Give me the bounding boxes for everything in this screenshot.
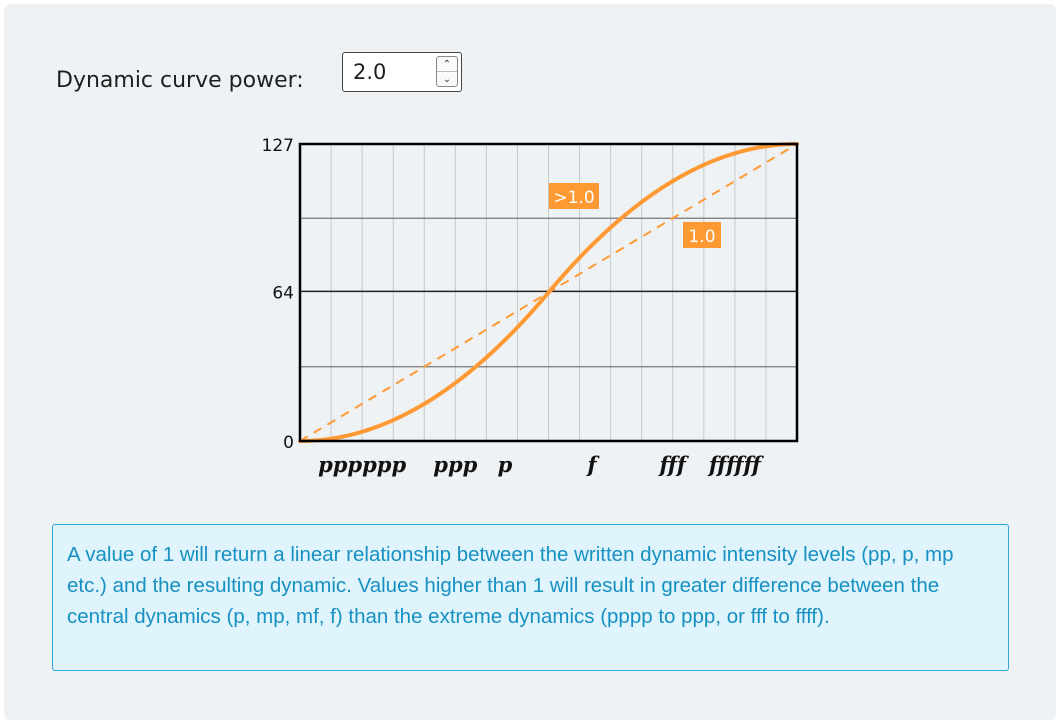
chart-series <box>298 142 799 443</box>
x-tick-label: p <box>498 452 513 477</box>
info-note: A value of 1 will return a linear relati… <box>52 524 1009 671</box>
chevron-up-icon: ⌃ <box>442 58 452 70</box>
y-tick-label: 0 <box>283 433 294 453</box>
x-tick-label: f <box>585 452 600 477</box>
plot-frame <box>298 142 799 443</box>
x-tick-label: fff <box>658 452 690 477</box>
series-tag-background <box>683 222 721 248</box>
spinbox-stepper[interactable]: ⌃ ⌄ <box>436 56 458 87</box>
chevron-down-icon: ⌄ <box>442 73 452 85</box>
x-tick-label: ffffff <box>707 452 765 477</box>
y-tick-label: 64 <box>272 283 294 303</box>
linear-reference-line <box>299 143 798 442</box>
x-tick-label: pppppp <box>318 452 406 477</box>
curve-power-spinbox[interactable]: ⌃ ⌄ <box>342 52 462 92</box>
y-tick-label: 127 <box>262 136 294 156</box>
increment-button[interactable]: ⌃ <box>437 57 457 72</box>
series-tag-label: 1.0 <box>688 227 715 247</box>
series-tag-background <box>549 183 599 209</box>
curve-power-label: Dynamic curve power: <box>56 67 304 93</box>
curve-power-input[interactable] <box>343 53 433 90</box>
series-tag-label: >1.0 <box>553 188 594 208</box>
x-tick-label: ppp <box>433 452 477 477</box>
curve-power-row: Dynamic curve power: <box>56 60 346 100</box>
info-note-text: A value of 1 will return a linear relati… <box>67 543 954 628</box>
decrement-button[interactable]: ⌄ <box>437 72 457 86</box>
